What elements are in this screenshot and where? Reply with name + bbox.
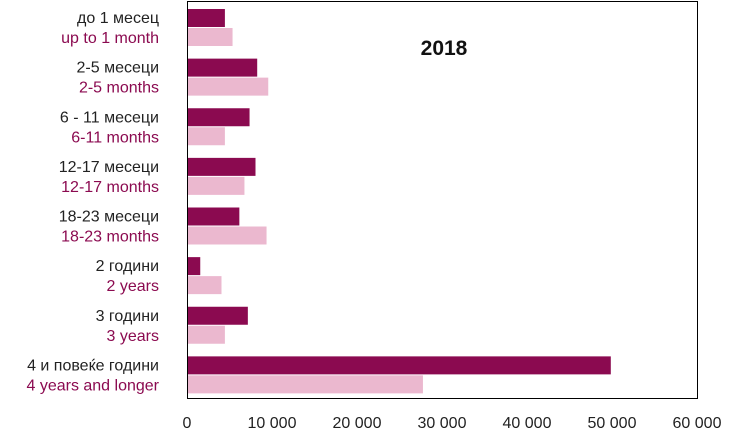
category-label-primary: 4 и повеќе години [27,357,159,374]
x-axis-ticks: 0 10 000 20 000 30 000 40 000 50 000 60 000 [183,415,722,432]
category-labels: до 1 месец up to 1 month 2-5 месеци 2-5 mon… [26,10,159,394]
category-label-secondary: 3 years [107,328,159,345]
bar-series-2-4 [187,176,245,195]
bar-series-2-3 [187,127,225,146]
category-label-secondary: 12-17 months [61,179,159,196]
plot-frame [187,1,698,399]
category-label-secondary: up to 1 month [61,30,159,47]
category-label-secondary: 2-5 months [79,80,159,97]
x-tick-label: 10 000 [248,415,297,432]
x-tick-label: 50 000 [588,415,637,432]
x-tick-label: 60 000 [673,415,722,432]
category-label-primary: до 1 месец [77,10,159,27]
category-label-secondary: 18-23 months [61,229,159,246]
x-tick-label: 30 000 [418,415,467,432]
chart-title: 2018 [421,37,468,60]
x-tick-label: 20 000 [333,415,382,432]
bar-series-2-8 [187,375,423,394]
category-label-primary: 2-5 месеци [77,60,159,77]
bar-series-1-2 [187,58,258,77]
bar-series-2-6 [187,276,222,295]
bar-series-1-7 [187,306,248,325]
bar-series-1-5 [187,207,240,226]
category-label-primary: 12-17 месеци [59,159,159,176]
bar-series-2-2 [187,77,269,96]
bar-series-2-5 [187,226,267,245]
bars-group [187,9,611,394]
bar-series-1-4 [187,157,256,176]
category-label-primary: 18-23 месеци [59,209,159,226]
category-label-primary: 3 години [96,308,159,325]
x-tick-label: 40 000 [503,415,552,432]
category-label-secondary: 4 years and longer [26,377,159,394]
category-label-primary: 6 - 11 месеци [60,109,159,126]
bar-series-1-8 [187,356,611,375]
bar-series-1-1 [187,9,225,27]
bar-series-2-1 [187,28,233,46]
x-tick-label: 0 [183,415,192,432]
bar-series-1-6 [187,257,201,276]
category-label-primary: 2 години [96,258,159,275]
bar-series-1-3 [187,108,250,127]
category-label-secondary: 6-11 months [71,129,159,146]
bar-series-2-7 [187,325,225,344]
category-label-secondary: 2 years [107,278,159,295]
